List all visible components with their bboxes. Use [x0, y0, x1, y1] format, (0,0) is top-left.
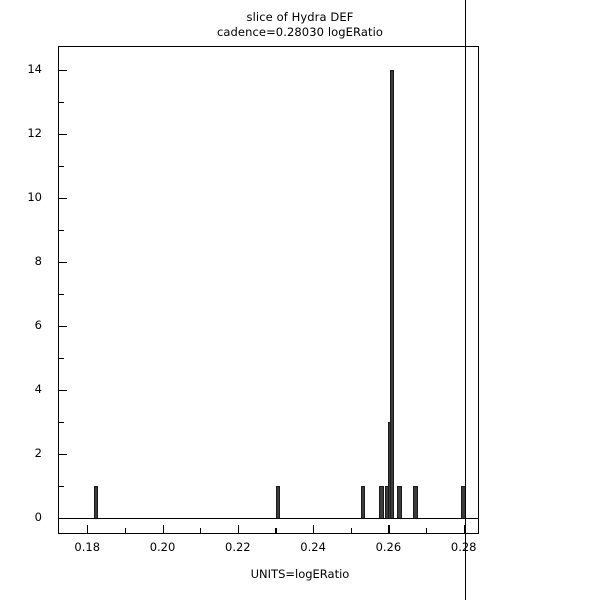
y-axis-tick-labels: 0 2 4 6 8 10 12 14: [0, 46, 50, 534]
x-axis-tick: [200, 528, 202, 533]
x-axis-tick-label: 0.22: [225, 540, 251, 554]
cursor-line[interactable]: [464, 0, 467, 600]
x-axis-tick-label: 0.20: [149, 540, 176, 554]
y-axis-tick-label: 10: [27, 190, 42, 204]
x-axis-tick: [350, 528, 352, 533]
histogram-bar: [360, 486, 366, 518]
x-axis-tick-labels: 0.18 0.20 0.22 0.24 0.26 0.28: [58, 534, 479, 564]
x-axis-tick: [463, 525, 465, 533]
plot-area: [58, 46, 479, 534]
y-axis-tick: [59, 454, 67, 456]
chart-title: slice of Hydra DEF cadence=0.28030 logER…: [0, 10, 600, 40]
y-axis-tick-label: 0: [34, 510, 42, 524]
x-axis-baseline: [59, 518, 478, 520]
histogram-bar: [389, 70, 395, 518]
y-axis-tick: [59, 518, 67, 520]
y-axis-tick: [59, 262, 67, 264]
y-axis-tick: [59, 102, 64, 104]
y-axis-tick: [59, 230, 64, 232]
histogram-bar: [413, 486, 418, 518]
y-axis-tick: [59, 358, 64, 360]
y-axis-tick-label: 6: [34, 318, 42, 332]
x-axis-tick: [313, 525, 315, 533]
x-axis-tick: [124, 528, 127, 533]
y-axis-tick: [59, 166, 64, 168]
chart-title-line-2: cadence=0.28030 logERatio: [216, 25, 384, 39]
histogram-bar: [275, 486, 281, 518]
y-axis-tick: [59, 390, 67, 392]
x-axis-tick-label: 0.28: [450, 540, 477, 554]
x-axis-tick: [237, 525, 239, 533]
histogram-bar: [93, 486, 99, 518]
chart-title-line-1: slice of Hydra DEF: [246, 10, 354, 24]
histogram-bars: [59, 47, 478, 533]
histogram-bar: [378, 486, 384, 518]
x-axis-tick-label: 0.26: [375, 540, 402, 554]
y-axis-tick-label: 8: [34, 254, 42, 268]
y-axis-tick-label: 4: [34, 382, 42, 396]
y-axis-tick: [59, 198, 67, 200]
y-axis-tick: [59, 134, 67, 136]
y-axis-tick-label: 14: [27, 62, 42, 76]
x-axis-tick-label: 0.18: [74, 540, 101, 554]
x-axis-tick: [426, 528, 428, 533]
y-axis-tick: [59, 294, 64, 296]
x-axis-label: UNITS=logERatio: [250, 567, 350, 581]
x-axis-tick: [87, 525, 89, 533]
histogram-bar: [397, 486, 402, 518]
y-axis-tick: [59, 422, 64, 424]
x-axis-tick: [388, 525, 390, 533]
y-axis-tick-label: 2: [34, 446, 42, 460]
x-axis-tick: [162, 525, 164, 533]
y-axis-tick: [59, 486, 64, 488]
x-axis-tick: [275, 528, 277, 533]
y-axis-tick-label: 12: [27, 126, 42, 140]
y-axis-tick: [59, 70, 67, 72]
y-axis-tick: [59, 326, 67, 328]
x-axis-tick-label: 0.24: [300, 540, 326, 554]
